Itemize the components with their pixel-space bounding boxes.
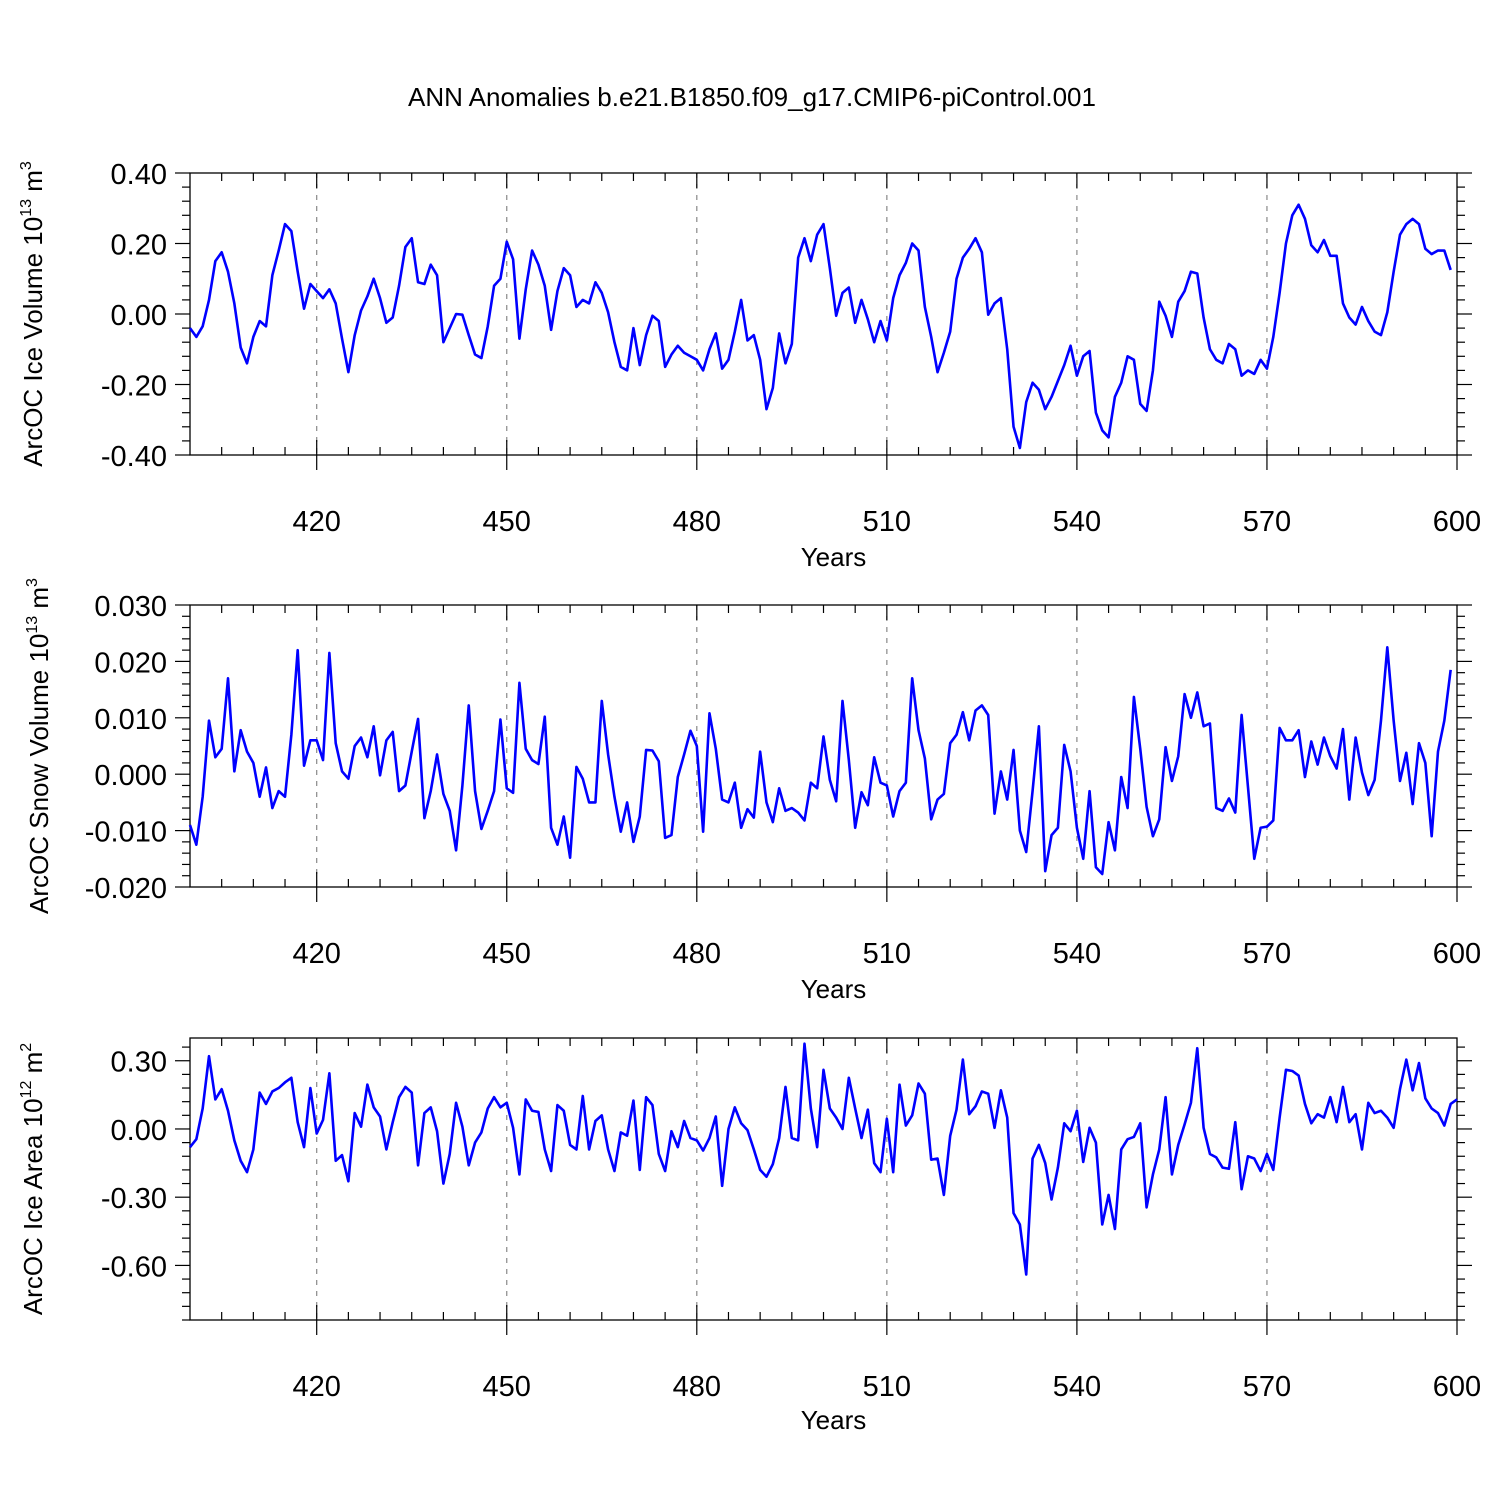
y-tick-label: -0.010	[85, 817, 167, 849]
x-axis-label: Years	[801, 542, 867, 572]
y-tick-label: 0.000	[94, 760, 167, 792]
x-tick-label: 510	[863, 506, 911, 538]
figure-title: ANN Anomalies b.e21.B1850.f09_g17.CMIP6-…	[408, 82, 1096, 112]
y-tick-label: 0.010	[94, 704, 167, 736]
panels-container: 420 450 480 510 540 570 600 -0.40 -0.20 0.00 0.20 0…	[18, 159, 1481, 1435]
y-axis-label: ArcOC Snow Volume 1013 m3	[24, 578, 54, 914]
x-tick-label: 600	[1433, 938, 1481, 970]
y-tick-label: 0.30	[111, 1047, 167, 1079]
x-tick-label: 570	[1243, 938, 1291, 970]
y-tick-label: -0.40	[101, 441, 167, 473]
x-tick-label: 480	[673, 506, 721, 538]
x-axis-label: Years	[801, 974, 867, 1004]
x-tick-label: 540	[1053, 506, 1101, 538]
x-tick-label: 450	[483, 1371, 531, 1403]
x-tick-label: 420	[293, 1371, 341, 1403]
x-tick-label: 600	[1433, 1371, 1481, 1403]
x-axis-label: Years	[801, 1405, 867, 1435]
y-tick-label: 0.030	[94, 591, 167, 623]
series-line	[188, 1042, 1458, 1276]
panel-1: 420 450 480 510 540 570 600 -0.40 -0.20 0.00 0.20 0…	[18, 159, 1481, 572]
panel-2: 420 450 480 510 540 570 600 -0.020 -0.010 0.000 0.…	[24, 578, 1481, 1004]
x-tick-label: 570	[1243, 1371, 1291, 1403]
x-tick-label: 480	[673, 938, 721, 970]
y-axis-label: ArcOC Ice Volume 1013 m3	[18, 161, 48, 467]
x-tick-label: 540	[1053, 938, 1101, 970]
series-line	[188, 203, 1452, 450]
x-tick-label: 600	[1433, 506, 1481, 538]
y-tick-label: -0.020	[85, 873, 167, 905]
x-tick-label: 480	[673, 1371, 721, 1403]
y-tick-label: -0.60	[101, 1251, 167, 1283]
series-line	[188, 645, 1452, 876]
x-tick-label: 540	[1053, 1371, 1101, 1403]
x-tick-label: 570	[1243, 506, 1291, 538]
x-tick-label: 510	[863, 1371, 911, 1403]
panel-3: 420 450 480 510 540 570 600 -0.60 -0.30 0.00 0.30 Y…	[18, 1037, 1481, 1435]
y-tick-label: 0.00	[111, 1115, 167, 1147]
y-tick-label: 0.020	[94, 647, 167, 679]
y-tick-label: 0.00	[111, 300, 167, 332]
x-tick-label: 510	[863, 938, 911, 970]
x-tick-label: 450	[483, 938, 531, 970]
y-tick-label: 0.20	[111, 230, 167, 262]
x-tick-label: 450	[483, 506, 531, 538]
x-tick-label: 420	[293, 506, 341, 538]
y-tick-label: -0.20	[101, 371, 167, 403]
x-tick-label: 420	[293, 938, 341, 970]
y-axis-label: ArcOC Ice Area 1012 m2	[18, 1043, 48, 1315]
plot-frame	[189, 172, 1458, 456]
y-tick-label: 0.40	[111, 159, 167, 191]
y-tick-label: -0.30	[101, 1183, 167, 1215]
